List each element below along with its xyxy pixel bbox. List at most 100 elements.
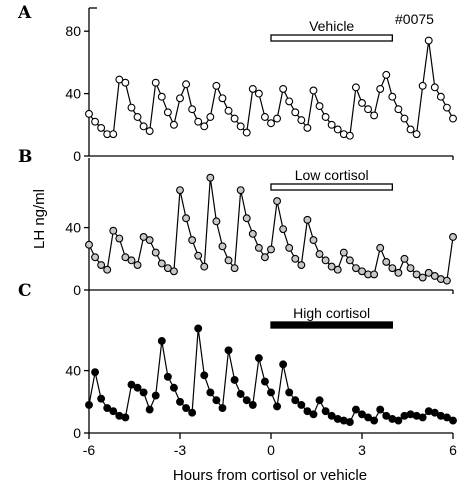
data-point xyxy=(442,276,451,285)
data-point xyxy=(151,248,160,257)
data-point xyxy=(188,408,197,417)
data-point xyxy=(260,113,269,121)
treatment-bar xyxy=(270,34,393,42)
data-point xyxy=(115,75,124,84)
data-point xyxy=(224,106,233,115)
panel-a: 0 40 80 Vehicle A xyxy=(17,3,457,164)
x-axis-title: Hours from cortisol or vehicle xyxy=(173,467,367,484)
data-point xyxy=(309,86,318,95)
data-point xyxy=(218,404,227,412)
y-tick-label: 0 xyxy=(73,425,81,441)
data-point xyxy=(303,215,312,224)
data-point xyxy=(297,400,306,409)
data-point xyxy=(103,265,112,274)
data-point xyxy=(206,173,215,182)
data-point xyxy=(273,114,282,123)
data-point xyxy=(121,413,130,422)
data-point xyxy=(176,186,184,195)
data-point xyxy=(169,383,178,392)
data-point xyxy=(303,407,312,416)
data-point xyxy=(388,92,397,101)
data-point xyxy=(345,256,354,265)
y-tick-label: 40 xyxy=(65,220,81,236)
data-point xyxy=(412,130,421,139)
data-point xyxy=(412,270,421,279)
data-point xyxy=(358,99,366,107)
data-point xyxy=(376,405,385,414)
data-point xyxy=(212,217,221,226)
data-point xyxy=(260,377,269,386)
data-point xyxy=(260,253,269,262)
data-point xyxy=(327,120,336,129)
data-point xyxy=(248,400,257,409)
series-line xyxy=(88,177,454,282)
x-tick-label: -3 xyxy=(174,442,187,458)
data-point xyxy=(133,383,142,392)
data-point xyxy=(169,120,178,129)
data-point xyxy=(279,360,288,369)
data-point xyxy=(212,81,221,90)
data-point xyxy=(127,103,136,112)
data-point xyxy=(382,70,391,79)
data-point xyxy=(442,103,451,112)
data-point xyxy=(236,186,245,195)
series-line xyxy=(88,328,454,423)
data-point xyxy=(151,391,160,400)
data-point xyxy=(449,233,457,241)
data-point xyxy=(254,89,263,98)
data-point xyxy=(127,380,136,389)
data-point xyxy=(339,248,348,257)
data-point xyxy=(97,261,106,269)
data-point xyxy=(133,261,142,269)
data-point xyxy=(218,242,227,251)
data-point xyxy=(442,413,451,422)
data-point xyxy=(394,268,403,277)
data-point xyxy=(121,78,130,87)
data-point xyxy=(139,388,148,397)
y-tick-label: 80 xyxy=(65,23,81,39)
data-point xyxy=(145,127,154,135)
data-point xyxy=(206,113,215,121)
data-point xyxy=(449,114,457,123)
data-point xyxy=(115,234,124,243)
data-point xyxy=(418,273,427,282)
data-point xyxy=(145,236,154,245)
data-point xyxy=(291,396,300,405)
data-point xyxy=(139,233,148,241)
y-tick-label: 0 xyxy=(73,148,81,164)
data-point xyxy=(248,229,257,238)
data-point xyxy=(127,256,136,265)
data-point xyxy=(176,94,184,103)
data-point xyxy=(400,114,409,123)
data-point xyxy=(85,240,93,249)
y-tick-label: 0 xyxy=(73,282,81,298)
data-point xyxy=(248,84,257,93)
data-point xyxy=(109,407,118,416)
animal-id-label: #0075 xyxy=(395,11,434,27)
x-tick-label: 0 xyxy=(267,442,275,458)
data-point xyxy=(224,256,233,265)
data-point xyxy=(345,418,354,427)
data-point xyxy=(157,259,166,268)
treatment-bar-label: Low cortisol xyxy=(295,167,369,183)
data-point xyxy=(321,407,330,416)
data-point xyxy=(376,84,385,93)
panels-group: 0 40 80 Vehicle A 0 40 Low cortisol B 0 40 -6 -3 0 3 6 H… xyxy=(17,3,457,458)
data-point xyxy=(230,264,239,273)
data-point xyxy=(242,214,251,223)
data-point xyxy=(382,411,391,420)
data-point xyxy=(364,105,373,114)
data-point xyxy=(218,94,227,103)
data-point xyxy=(236,390,245,398)
treatment-bar xyxy=(270,321,393,329)
data-point xyxy=(364,413,373,422)
data-point xyxy=(273,402,282,411)
data-point xyxy=(230,376,239,384)
data-point xyxy=(430,272,439,280)
data-point xyxy=(285,97,294,106)
data-point xyxy=(321,256,330,265)
data-point xyxy=(358,410,366,419)
data-point xyxy=(333,265,342,274)
data-point xyxy=(388,264,397,273)
